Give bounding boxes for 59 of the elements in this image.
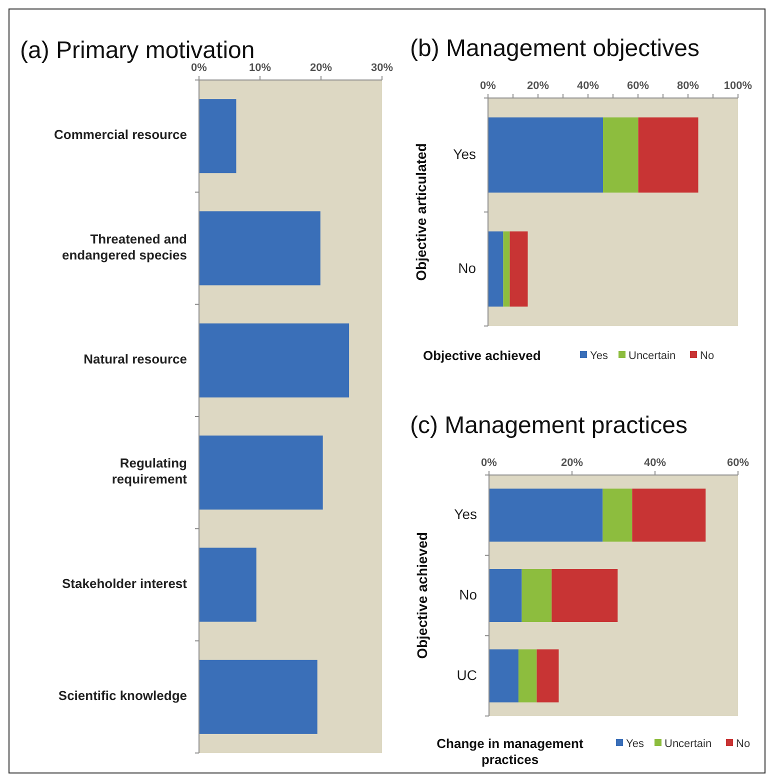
bar: [199, 211, 320, 286]
bar: [536, 649, 559, 702]
bar: [638, 117, 698, 193]
y-tick-label: Natural resource: [84, 352, 187, 367]
bar: [602, 488, 632, 542]
bar: [488, 117, 603, 193]
y-tick-label: No: [459, 586, 478, 602]
y-tick-label: Regulating requirement: [112, 456, 188, 488]
x-tick-label: 20%: [526, 80, 550, 92]
bar: [503, 231, 510, 307]
x-tick-label: 60%: [626, 80, 650, 92]
y-tick-label: UC: [456, 666, 477, 683]
x-tick-label: 20%: [310, 62, 332, 74]
bar: [489, 488, 603, 542]
y-axis-title: Objective articulated: [413, 143, 429, 281]
x-tick-label: 40%: [644, 457, 666, 469]
bar: [199, 660, 318, 734]
y-axis-title: Objective achieved: [414, 532, 430, 659]
x-tick-label: 40%: [576, 80, 600, 92]
x-tick-label: 0%: [481, 457, 498, 469]
x-tick-label: 30%: [370, 62, 394, 74]
bar: [522, 568, 552, 622]
chart-title: (b) Management objectives: [410, 35, 700, 62]
x-tick-label: 100%: [724, 80, 752, 92]
legend-label: No: [736, 738, 750, 750]
bar: [199, 436, 323, 510]
y-tick-label: Commercial resource: [54, 128, 187, 143]
y-tick-label: Stakeholder interest: [62, 576, 188, 592]
legend-label: Yes: [626, 738, 644, 750]
legend-label: Yes: [590, 350, 608, 362]
legend-label: No: [700, 350, 714, 362]
bar: [488, 231, 504, 307]
x-tick-label: 80%: [676, 80, 700, 92]
bar: [199, 99, 236, 174]
bar: [199, 323, 350, 398]
chart-title: (a) Primary motivation: [20, 37, 255, 64]
y-tick-label: Yes: [454, 506, 477, 522]
legend-label: Uncertain: [628, 350, 676, 362]
bar: [632, 488, 706, 542]
bar: [510, 231, 528, 307]
x-tick-label: 20%: [560, 457, 584, 469]
bar: [489, 649, 518, 702]
x-tick-label: 0%: [480, 80, 496, 92]
chart-title: (c) Management practices: [410, 412, 688, 439]
legend-title: Objective achieved: [423, 348, 541, 363]
bar: [603, 117, 638, 193]
y-tick-label: Threatened and endangered species: [62, 232, 188, 263]
bar: [489, 568, 522, 622]
legend-label: Uncertain: [664, 738, 712, 750]
y-tick-label: Scientific knowledge: [58, 688, 187, 704]
x-tick-label: 60%: [726, 457, 750, 469]
x-tick-label: 10%: [248, 62, 272, 74]
bar: [518, 649, 537, 702]
y-tick-label: Yes: [453, 146, 476, 162]
y-tick-label: No: [458, 260, 476, 276]
bar: [552, 568, 618, 622]
legend-title: Change in management practices: [436, 736, 584, 767]
x-tick-label: 0%: [191, 62, 208, 74]
bar: [199, 548, 256, 622]
